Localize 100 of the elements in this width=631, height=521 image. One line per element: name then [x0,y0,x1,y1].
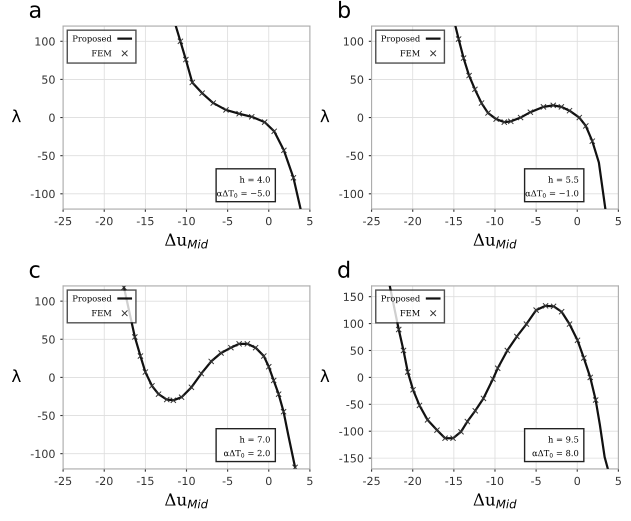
point [236,340,242,347]
point [484,110,492,116]
point [589,138,596,144]
point [248,114,255,120]
legend-label: FEM [92,310,112,316]
point [466,72,472,79]
legend-label: Proposed [381,295,420,304]
point [290,174,297,181]
point [514,333,520,340]
y-axis-title: λ [320,109,330,122]
point [148,382,156,389]
annotation: h = 5.5 [548,176,578,183]
x-tick-label: -20 [96,476,113,486]
y-tick-label: 100 [344,320,364,328]
x-axis-title: Δu$_{Mid}$ [474,233,517,249]
point [188,384,195,390]
y-tick-label: 50 [42,335,55,344]
x-tick-label: -20 [404,216,422,226]
point [558,104,564,110]
point [592,396,599,404]
legend-label: Proposed [381,35,420,44]
x-tick-label: -20 [96,216,113,226]
point [280,147,287,154]
point [260,352,267,360]
x-tick-label: -15 [136,476,154,486]
point [262,119,268,126]
line-series [174,26,302,210]
point [142,368,148,376]
point [540,104,547,110]
point [177,38,184,44]
x-axis-title: Δu$_{Mid}$ [165,493,208,508]
x-tick-label: -15 [445,476,462,486]
x-tick-label: -5 [222,476,232,486]
point [456,36,462,42]
point [280,408,287,415]
point [550,102,556,108]
y-tick-label: 0 [49,373,55,382]
point [458,428,464,435]
point [494,365,501,372]
annotation: h = 7.0 [240,436,270,443]
y-tick-label: -150 [339,454,364,463]
point [558,308,565,315]
point [416,402,423,408]
annotation: αΔT$_{0}$ = −5.0 [217,190,270,198]
point [218,350,224,356]
y-tick-label: -50 [346,152,364,160]
point [434,427,440,434]
point [527,109,534,116]
x-tick-label: 5 [307,217,312,226]
point [480,395,487,402]
point [523,321,530,328]
y-tick-label: -100 [30,190,55,198]
point [270,377,277,384]
point [198,370,204,377]
y-tick-label: -50 [346,400,364,409]
y-tick-label: -50 [38,412,55,420]
point [587,374,594,380]
x-tick-label: -10 [178,476,195,486]
y-tick-label: 100 [35,37,55,46]
y-tick-label: 150 [344,292,364,302]
annotation: αΔT$_{0}$ = −1.0 [526,190,578,198]
point [189,79,196,86]
y-tick-label: -50 [38,152,55,160]
legend-label: Proposed [72,35,112,44]
point [120,286,128,291]
point [582,122,589,130]
annotation: h = 9.5 [548,436,578,443]
chart-title: d [338,260,350,278]
x-tick-label: 5 [307,476,312,486]
y-tick-label: 0 [358,114,364,122]
x-axis-title: Δu$_{Mid}$ [165,233,208,249]
point [210,100,216,106]
y-tick-label: 100 [35,297,55,306]
y-tick-label: 0 [49,114,55,122]
point [576,114,582,121]
annotation: αΔT$_{0}$ = 2.0 [224,450,270,458]
x-tick-label: -10 [486,476,504,486]
x-tick-label: -10 [486,216,504,226]
x-tick-label: -25 [363,476,380,486]
point [478,100,485,106]
y-tick-label: 50 [350,75,364,84]
y-tick-label: -100 [30,450,55,458]
legend-label: FEM [92,50,112,56]
y-axis-title: λ [12,109,21,122]
y-tick-label: 0 [358,373,364,382]
x-tick-label: -15 [445,217,462,226]
y-tick-label: -100 [339,427,364,436]
point [460,54,467,62]
point [182,56,189,63]
x-axis-title: Δu$_{Mid}$ [474,493,517,508]
x-tick-label: -25 [54,216,72,226]
point [244,340,250,347]
point [228,344,234,351]
chart-title: b [339,0,350,18]
annotation: h = 4.0 [240,176,270,183]
point [266,364,272,370]
point [132,334,138,340]
point [400,347,407,354]
point [504,347,510,354]
y-axis-title: λ [12,369,21,382]
